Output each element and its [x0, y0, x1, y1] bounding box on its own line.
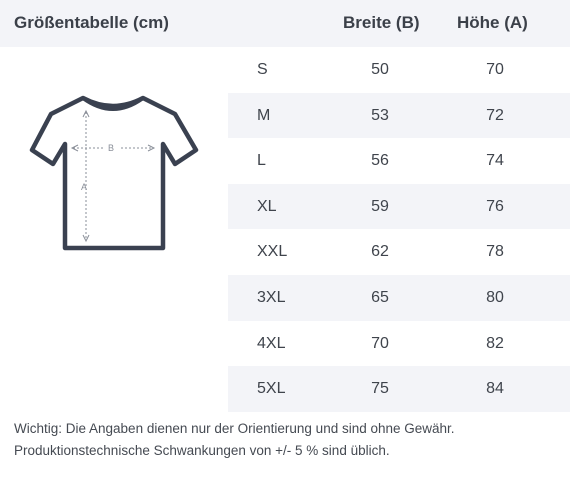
- size-cell: 4XL: [257, 334, 286, 352]
- label-a: A: [81, 182, 87, 192]
- width-cell: 65: [371, 288, 389, 306]
- width-cell: 53: [371, 106, 389, 124]
- height-cell: 76: [486, 197, 504, 215]
- width-cell: 56: [371, 152, 389, 170]
- width-cell: 70: [371, 334, 389, 352]
- tshirt-diagram: A B: [29, 95, 199, 251]
- height-cell: 84: [486, 380, 504, 398]
- table-title: Größentabelle (cm): [14, 13, 169, 32]
- size-table: S 50 70 M 53 72 L 56 74 XL 59 76 XXL 62 …: [228, 47, 570, 412]
- table-row: 4XL 70 82: [228, 321, 570, 367]
- size-cell: 3XL: [257, 288, 286, 306]
- width-cell: 62: [371, 243, 389, 261]
- table-row: XL 59 76: [228, 183, 570, 230]
- size-cell: L: [257, 152, 266, 170]
- column-header-width: Breite (B): [343, 13, 420, 32]
- disclaimer-note: Wichtig: Die Angaben dienen nur der Orie…: [14, 418, 564, 462]
- size-cell: M: [257, 106, 271, 124]
- height-cell: 70: [486, 61, 504, 78]
- width-cell: 75: [371, 380, 389, 398]
- table-row: XXL 62 78: [228, 229, 570, 275]
- table-row: L 56 74: [228, 138, 570, 184]
- tshirt-outline: [29, 95, 199, 251]
- size-cell: 5XL: [257, 380, 286, 398]
- width-cell: 59: [371, 197, 389, 215]
- column-header-height: Höhe (A): [457, 13, 528, 32]
- height-cell: 82: [486, 334, 504, 352]
- size-cell: XL: [257, 197, 277, 215]
- width-cell: 50: [371, 61, 389, 78]
- label-b: B: [108, 143, 114, 153]
- height-cell: 74: [486, 152, 504, 170]
- disclaimer-line-1: Wichtig: Die Angaben dienen nur der Orie…: [14, 421, 455, 436]
- height-cell: 78: [486, 243, 504, 261]
- size-cell: S: [257, 61, 268, 78]
- table-row: S 50 70: [228, 47, 570, 93]
- table-header: Größentabelle (cm) Breite (B) Höhe (A): [0, 0, 570, 47]
- table-row: M 53 72: [228, 92, 570, 139]
- table-row: 5XL 75 84: [228, 366, 570, 412]
- tshirt-collar: [81, 96, 145, 111]
- height-cell: 80: [486, 288, 504, 306]
- height-cell: 72: [486, 106, 504, 124]
- size-cell: XXL: [257, 243, 288, 261]
- table-row: 3XL 65 80: [228, 274, 570, 321]
- disclaimer-line-2: Produktionstechnische Schwankungen von +…: [14, 443, 390, 458]
